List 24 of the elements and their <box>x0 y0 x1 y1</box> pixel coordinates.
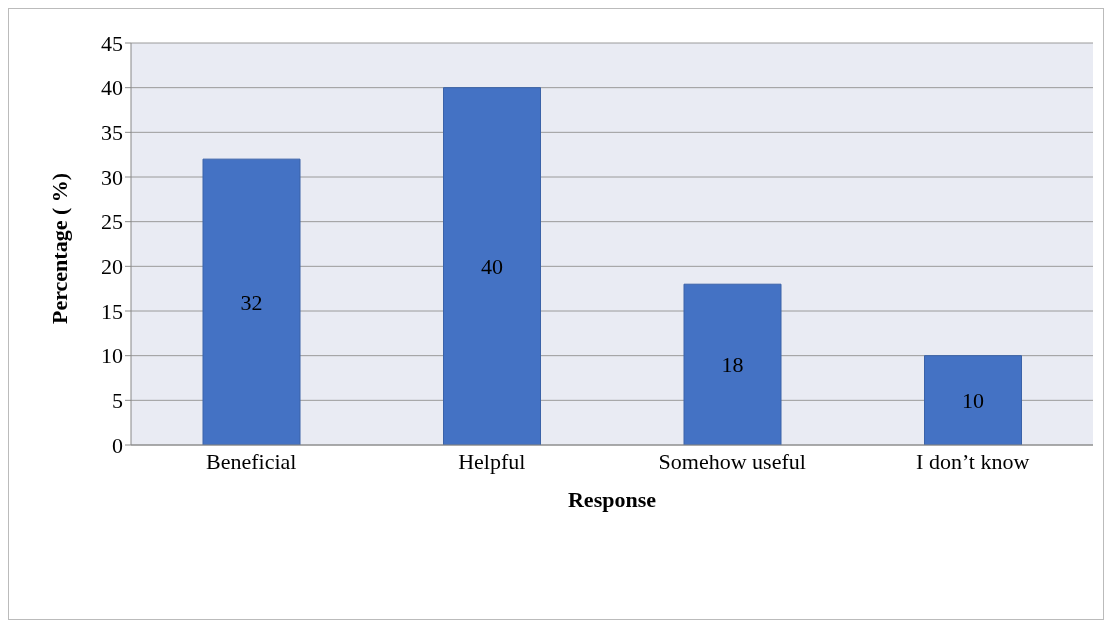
y-tick-label: 45 <box>101 30 123 56</box>
y-tick-label: 25 <box>101 209 123 235</box>
data-label: 10 <box>962 388 984 414</box>
data-label: 32 <box>240 289 263 315</box>
bar <box>683 283 782 445</box>
y-tick-label: 10 <box>101 343 123 369</box>
x-tick-label: Helpful <box>458 448 526 474</box>
data-label: 18 <box>721 352 744 378</box>
y-tick-label: 5 <box>112 388 123 414</box>
y-tick-label: 15 <box>101 298 123 324</box>
y-tick-label: 20 <box>101 254 123 280</box>
y-tick-label: 0 <box>112 432 123 458</box>
bar <box>443 87 541 445</box>
x-tick-label: Somehow useful <box>658 448 806 474</box>
bar <box>924 355 1022 445</box>
x-tick-label: I don’t know <box>916 448 1030 474</box>
data-label: 40 <box>481 254 503 280</box>
x-tick-label: Beneficial <box>206 448 297 474</box>
bar <box>202 158 301 445</box>
y-tick-label: 40 <box>101 75 123 101</box>
y-tick-label: 30 <box>101 164 123 190</box>
y-axis-title: Percentage ( %) <box>46 172 72 324</box>
y-tick-label: 35 <box>101 120 123 146</box>
x-axis-title: Response <box>567 487 657 512</box>
